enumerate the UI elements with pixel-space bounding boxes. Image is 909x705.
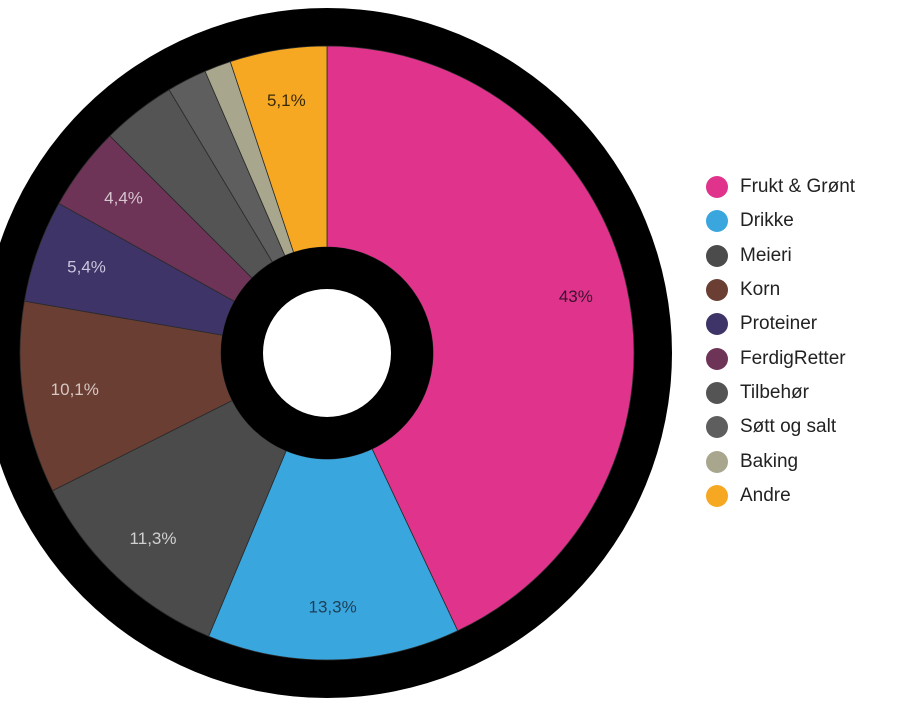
slices-group bbox=[19, 45, 635, 661]
slice-labels-group: 43% 13,3% 11,3% 10,1% 5,4% 4,4% 5,1% bbox=[51, 91, 593, 617]
legend-item-2: Meieri bbox=[706, 239, 855, 273]
slice-label-1: 13,3% bbox=[309, 597, 357, 616]
legend-item-6: Tilbehør bbox=[706, 376, 855, 410]
legend-item-5: FerdigRetter bbox=[706, 341, 855, 375]
legend-item-7: Søtt og salt bbox=[706, 410, 855, 444]
legend-label: Drikke bbox=[740, 210, 794, 232]
slice-label-9: 5,1% bbox=[267, 91, 306, 110]
legend-label: FerdigRetter bbox=[740, 347, 846, 369]
legend-label: Frukt & Grønt bbox=[740, 176, 856, 198]
legend-swatch bbox=[706, 176, 728, 199]
legend-item-9: Andre bbox=[706, 479, 855, 513]
center-hole bbox=[263, 289, 391, 417]
legend-swatch bbox=[706, 244, 728, 267]
legend-swatch bbox=[706, 210, 728, 233]
legend-label: Baking bbox=[740, 450, 799, 472]
legend-swatch bbox=[706, 416, 728, 439]
legend-label: Søtt og salt bbox=[740, 416, 837, 438]
legend-label: Korn bbox=[740, 279, 781, 301]
legend-label: Andre bbox=[740, 484, 791, 506]
legend-item-4: Proteiner bbox=[706, 307, 855, 341]
legend-label: Meieri bbox=[740, 244, 792, 266]
legend-swatch bbox=[706, 313, 728, 336]
legend-swatch bbox=[706, 279, 728, 302]
legend-label: Proteiner bbox=[740, 313, 818, 335]
slice-label-2: 11,3% bbox=[130, 529, 177, 548]
slice-label-5: 4,4% bbox=[104, 189, 143, 208]
legend-swatch bbox=[706, 450, 728, 473]
legend-item-1: Drikke bbox=[706, 204, 855, 238]
legend-item-3: Korn bbox=[706, 273, 855, 307]
legend-swatch bbox=[706, 484, 728, 507]
legend-item-0: Frukt & Grønt bbox=[706, 170, 855, 204]
legend-swatch bbox=[706, 347, 728, 370]
legend-label: Tilbehør bbox=[740, 381, 809, 403]
slice-label-3: 10,1% bbox=[51, 380, 99, 399]
legend-swatch bbox=[706, 381, 728, 404]
slice-label-4: 5,4% bbox=[67, 258, 106, 277]
legend-item-8: Baking bbox=[706, 444, 855, 478]
slice-label-0: 43% bbox=[559, 287, 593, 306]
legend: Frukt & Grønt Drikke Meieri Korn Proteiner Fe… bbox=[706, 170, 855, 513]
